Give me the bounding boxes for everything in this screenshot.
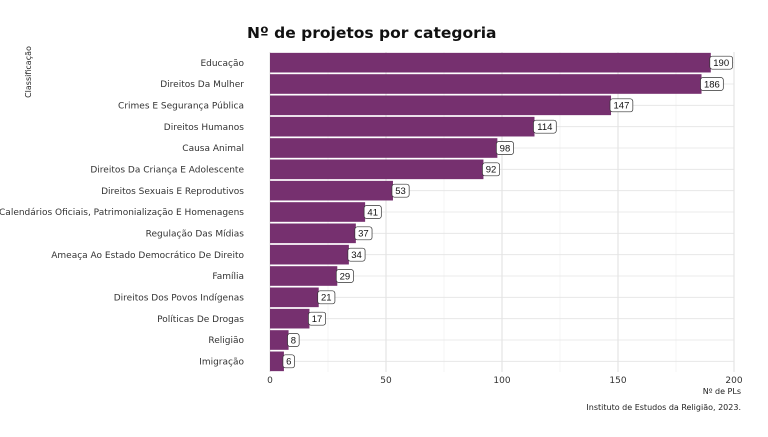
data-label-box <box>363 205 382 219</box>
x-tick-label: 200 <box>725 376 742 386</box>
chart-title: Nº de projetos por categoria <box>247 24 497 42</box>
y-axis-title: Classificação <box>24 46 33 98</box>
category-label: Direitos Da Criança E Adolescente <box>90 166 244 176</box>
data-label: 53 <box>391 183 410 198</box>
bar <box>270 159 484 180</box>
bars <box>270 52 711 372</box>
bar <box>270 138 498 158</box>
category-label: Direitos Da Mulher <box>160 80 244 90</box>
category-label: Direitos Humanos <box>164 123 245 133</box>
bar <box>270 202 366 222</box>
x-tick-label: 0 <box>267 376 273 386</box>
x-tick-label: 150 <box>609 376 626 386</box>
category-label: Direitos Sexuais E Reprodutivos <box>101 187 244 197</box>
data-label: 8 <box>287 333 300 347</box>
x-tick-label: 100 <box>493 376 510 386</box>
data-label: 37 <box>354 226 373 241</box>
category-label: Direitos Dos Povos Indígenas <box>114 294 245 304</box>
category-label: Família <box>212 272 244 282</box>
category-label: Ameaça Ao Estado Democrático De Direito <box>51 251 244 261</box>
category-label: Causa Animal <box>182 144 244 154</box>
data-label-box <box>347 247 366 262</box>
category-label: Políticas De Drogas <box>157 315 244 325</box>
data-label-text: 41 <box>367 207 378 218</box>
data-label-box <box>609 98 634 113</box>
data-label-text: 6 <box>286 357 291 368</box>
bar <box>270 244 349 265</box>
data-label: 190 <box>709 55 733 70</box>
data-label-box <box>354 226 373 241</box>
bar <box>270 266 338 286</box>
data-label-box <box>391 183 410 198</box>
data-label: 29 <box>335 269 354 283</box>
data-label-box <box>335 269 354 283</box>
data-label-text: 190 <box>713 58 729 69</box>
data-label: 21 <box>317 290 336 305</box>
data-label-text: 114 <box>537 122 552 133</box>
data-label-text: 53 <box>395 186 406 197</box>
category-label: Religião <box>208 336 244 346</box>
data-label-text: 92 <box>486 165 497 176</box>
category-label: Imigração <box>199 358 244 368</box>
data-label-box <box>533 119 557 134</box>
bar <box>270 308 310 329</box>
x-axis-title: Nº de PLs <box>703 387 741 396</box>
data-label-box <box>282 354 295 369</box>
category-label: Calendários Oficiais, Patrimonialização … <box>0 208 244 218</box>
x-tick-label: 50 <box>380 376 392 386</box>
data-label-box <box>482 162 500 177</box>
data-label: 34 <box>347 247 366 262</box>
bar <box>270 180 393 201</box>
bar <box>270 287 319 308</box>
category-label: Educação <box>200 59 244 69</box>
data-label: 98 <box>496 141 514 155</box>
data-label: 186 <box>700 77 724 91</box>
data-label-box <box>496 141 514 155</box>
data-label: 147 <box>609 98 634 113</box>
data-label: 6 <box>282 354 295 369</box>
data-label-box <box>287 333 300 347</box>
bar <box>270 351 284 372</box>
data-label-text: 29 <box>340 271 351 282</box>
x-tick-labels: 0 50 100 150 200 <box>267 376 743 386</box>
category-label: Crimes E Segurança Pública <box>118 102 244 112</box>
data-label-text: 37 <box>358 229 369 240</box>
data-label-text: 34 <box>351 250 362 261</box>
data-label-text: 98 <box>500 143 511 154</box>
bar <box>270 74 702 94</box>
category-labels: Educação Direitos Da Mulher Crimes E Segur… <box>0 59 244 368</box>
bar <box>270 330 289 350</box>
data-label-box <box>317 290 336 305</box>
data-label-text: 8 <box>291 335 296 346</box>
bar <box>270 116 535 137</box>
category-label: Regulação Das Mídias <box>146 230 245 240</box>
data-label: 41 <box>363 205 382 219</box>
data-label-text: 147 <box>614 101 630 112</box>
data-label: 17 <box>308 311 326 326</box>
data-label: 92 <box>482 162 500 177</box>
data-label-box <box>308 311 326 326</box>
data-label: 114 <box>533 119 557 134</box>
bar <box>270 95 612 116</box>
data-label-text: 21 <box>321 293 332 304</box>
chart-caption: Instituto de Estudos da Religião, 2023. <box>586 403 741 412</box>
data-label-box <box>709 55 733 70</box>
data-label-box <box>700 77 724 91</box>
data-label-text: 17 <box>312 314 323 325</box>
data-label-text: 186 <box>704 79 720 90</box>
bar <box>270 223 356 244</box>
bar <box>270 52 711 73</box>
